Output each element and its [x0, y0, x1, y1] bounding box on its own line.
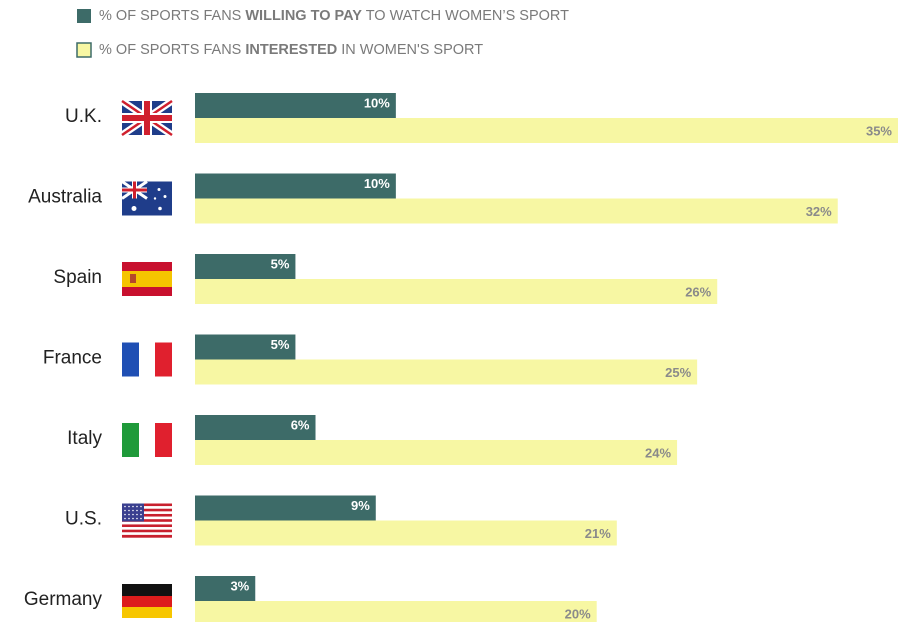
- flag-part: [122, 503, 144, 522]
- value-label: 10%: [364, 176, 390, 191]
- bar: [195, 93, 396, 118]
- flag-part: [122, 271, 172, 287]
- flag-part: [122, 342, 139, 377]
- legend-swatch: [76, 42, 92, 58]
- flag-part: [122, 511, 172, 515]
- legend-swatch: [77, 9, 91, 23]
- flag-part: [155, 342, 172, 377]
- flag-part: [139, 342, 155, 377]
- bar: [195, 198, 838, 224]
- flag-part: [124, 517, 126, 520]
- flag: [122, 342, 172, 377]
- flag-part: [158, 206, 162, 211]
- flag-part: [122, 527, 172, 530]
- flag: [122, 503, 172, 538]
- flag-part: [122, 607, 172, 618]
- value-label: 10%: [364, 95, 390, 110]
- category-label: Germany: [24, 589, 103, 610]
- category-label: U.S.: [65, 509, 102, 530]
- flag-part: [140, 509, 142, 512]
- bar: [195, 173, 396, 199]
- flag: [122, 423, 172, 457]
- flag-part: [132, 513, 134, 516]
- category-label: Spain: [53, 267, 102, 288]
- flag-part: [122, 596, 172, 607]
- flag-part: [132, 509, 134, 512]
- flag-part: [122, 584, 172, 596]
- flag-part: [122, 519, 172, 523]
- value-label: 5%: [271, 337, 290, 352]
- bar: [195, 279, 718, 304]
- flag-part: [128, 513, 130, 516]
- value-label: 20%: [565, 606, 591, 621]
- flag-part: [128, 517, 130, 520]
- category-label: U.K.: [65, 106, 102, 127]
- flag: [122, 262, 172, 296]
- flag-part: [140, 517, 142, 520]
- flag-part: [122, 534, 172, 538]
- bar: [195, 601, 597, 622]
- value-label: 21%: [585, 526, 611, 541]
- flag-part: [128, 505, 130, 508]
- flag-part: [132, 517, 134, 520]
- flag-part: [136, 509, 138, 512]
- bar: [195, 359, 698, 385]
- flag-part: [130, 274, 136, 283]
- bar: [195, 254, 296, 279]
- flag-part: [163, 195, 167, 198]
- bar: [195, 415, 316, 440]
- flag-part: [122, 516, 172, 520]
- flag: [121, 180, 172, 216]
- value-label: 9%: [351, 498, 370, 513]
- legend-label: % OF SPORTS FANS WILLING TO PAY TO WATCH…: [99, 8, 569, 24]
- category-label: Australia: [28, 187, 102, 208]
- flag-part: [155, 423, 172, 457]
- value-label: 5%: [271, 256, 290, 271]
- category-label: France: [43, 348, 102, 369]
- flag-part: [128, 509, 130, 512]
- flag-part: [140, 513, 142, 516]
- flag-part: [140, 505, 142, 508]
- flag-part: [122, 506, 172, 509]
- flag-part: [153, 197, 157, 200]
- flag-part: [131, 206, 137, 211]
- flag: [120, 98, 174, 138]
- flag-part: [122, 513, 172, 517]
- flag-part: [157, 188, 161, 191]
- flag-part: [122, 188, 147, 192]
- value-label: 32%: [806, 204, 832, 219]
- bar: [195, 520, 617, 546]
- flag-part: [122, 529, 172, 533]
- flag-part: [132, 505, 134, 508]
- flag-part: [124, 505, 126, 508]
- flag-part: [122, 524, 172, 528]
- value-label: 3%: [230, 578, 249, 593]
- value-label: 6%: [291, 417, 310, 432]
- value-label: 25%: [665, 365, 691, 380]
- flag-part: [122, 521, 172, 525]
- legend-label: % OF SPORTS FANS INTERESTED IN WOMEN'S S…: [99, 42, 483, 58]
- flag-part: [122, 508, 172, 512]
- value-label: 24%: [645, 445, 671, 460]
- flag: [122, 584, 172, 618]
- flag-part: [122, 503, 172, 507]
- flag-part: [136, 505, 138, 508]
- flag-part: [122, 423, 139, 457]
- flag-part: [124, 513, 126, 516]
- value-label: 26%: [685, 284, 711, 299]
- flag-part: [136, 517, 138, 520]
- category-label: Italy: [67, 428, 102, 449]
- bar: [195, 495, 376, 521]
- bar: [195, 440, 678, 465]
- flag-part: [124, 509, 126, 512]
- flag-part: [136, 513, 138, 516]
- bar: [195, 118, 898, 143]
- flag-part: [139, 423, 155, 457]
- flag-part: [122, 115, 172, 121]
- bar: [195, 576, 256, 601]
- bar: [195, 334, 296, 360]
- flag-part: [122, 532, 172, 536]
- value-label: 35%: [866, 123, 892, 138]
